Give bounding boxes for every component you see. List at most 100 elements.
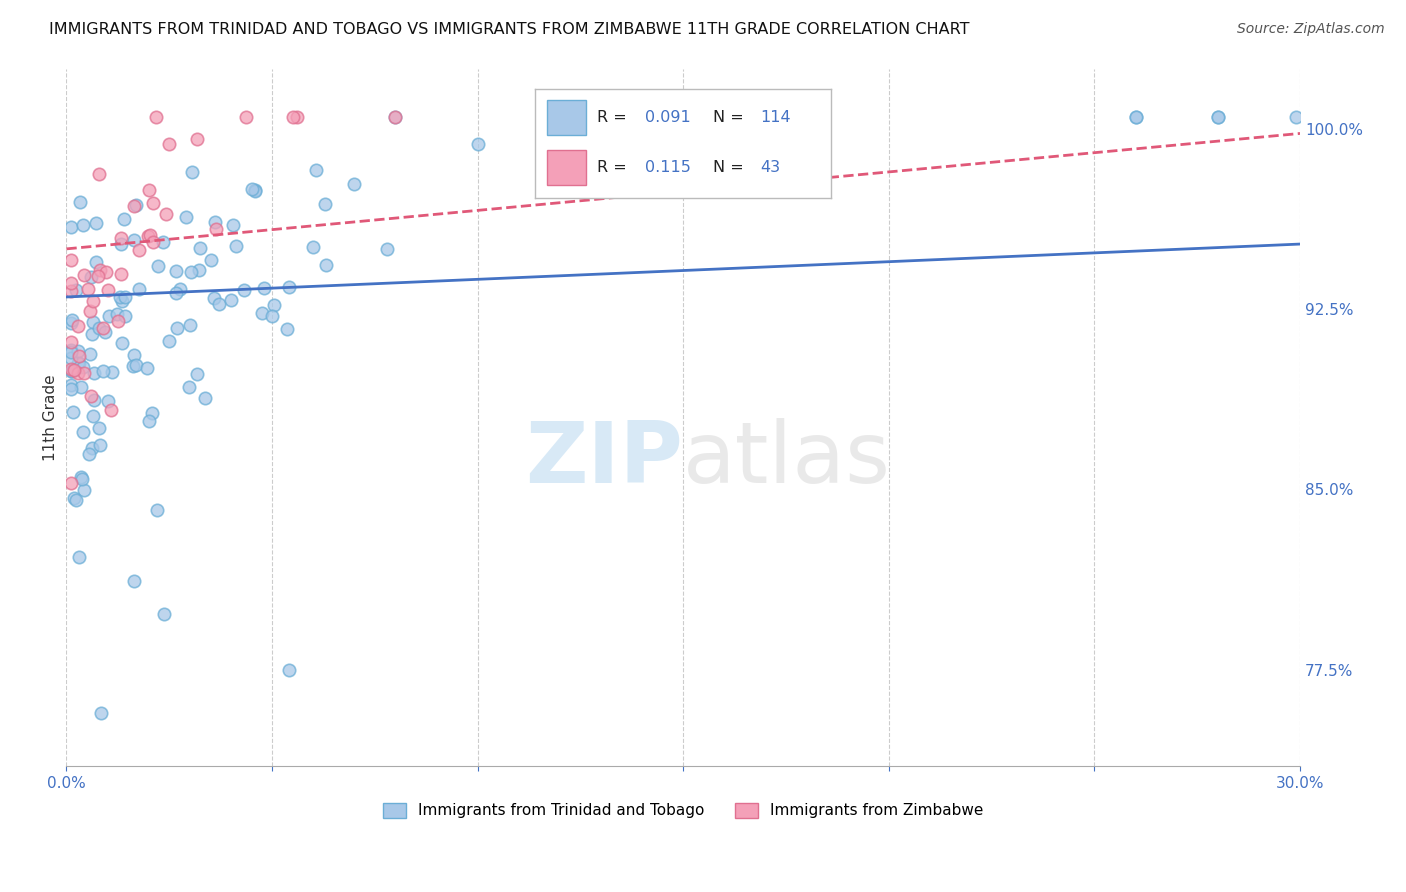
Point xyxy=(84,216,107,230)
Point xyxy=(63,491,86,505)
Point xyxy=(157,334,180,349)
Point xyxy=(253,281,276,295)
Point xyxy=(63,362,86,376)
Legend: Immigrants from Trinidad and Tobago, Immigrants from Zimbabwe: Immigrants from Trinidad and Tobago, Imm… xyxy=(377,797,990,824)
Point xyxy=(66,356,89,370)
Point xyxy=(225,239,247,253)
Point xyxy=(142,196,165,211)
Text: Source: ZipAtlas.com: Source: ZipAtlas.com xyxy=(1237,22,1385,37)
Point xyxy=(72,366,94,380)
Point xyxy=(67,356,90,370)
Point xyxy=(59,253,82,268)
Point xyxy=(145,110,167,124)
Point xyxy=(59,317,82,331)
Point xyxy=(114,290,136,304)
Point xyxy=(108,290,131,304)
Point xyxy=(98,309,121,323)
Point xyxy=(70,469,93,483)
Point xyxy=(548,110,571,124)
Point xyxy=(281,110,304,124)
Point xyxy=(243,183,266,197)
Point xyxy=(187,263,209,277)
Point xyxy=(200,252,222,267)
Point xyxy=(153,607,176,622)
Point xyxy=(548,110,571,124)
Point xyxy=(83,367,105,381)
Point xyxy=(124,348,146,362)
Point xyxy=(152,235,174,249)
Point xyxy=(180,164,202,178)
Point xyxy=(235,110,257,124)
Point xyxy=(315,258,337,272)
Point xyxy=(375,243,398,257)
Point xyxy=(82,409,104,424)
Point xyxy=(67,366,90,380)
Point xyxy=(278,279,301,293)
Point xyxy=(89,437,111,451)
Text: ZIP: ZIP xyxy=(526,417,683,500)
Point xyxy=(142,235,165,249)
Point xyxy=(60,364,83,378)
Point xyxy=(80,389,103,403)
Point xyxy=(89,167,111,181)
Point xyxy=(276,321,298,335)
Point xyxy=(146,259,169,273)
Point xyxy=(305,163,328,178)
Point xyxy=(107,313,129,327)
Point xyxy=(59,475,82,490)
Point xyxy=(80,326,103,341)
Point xyxy=(122,233,145,247)
Point xyxy=(59,344,82,359)
Point xyxy=(263,298,285,312)
Point xyxy=(59,377,82,392)
Point xyxy=(66,344,89,359)
Point xyxy=(343,177,366,191)
Point xyxy=(87,420,110,434)
Point xyxy=(112,212,135,227)
Point xyxy=(135,361,157,376)
Point xyxy=(125,198,148,212)
Point xyxy=(122,199,145,213)
Point xyxy=(89,262,111,277)
Point xyxy=(205,222,228,236)
Point xyxy=(82,293,104,308)
Point xyxy=(59,220,82,235)
Point xyxy=(111,335,134,350)
Point xyxy=(384,110,406,124)
Point xyxy=(139,228,162,243)
Point xyxy=(62,405,84,419)
Point xyxy=(194,391,217,405)
Point xyxy=(177,380,200,394)
Point xyxy=(166,321,188,335)
Point xyxy=(180,265,202,279)
Point xyxy=(70,473,93,487)
Point xyxy=(110,237,132,252)
Point xyxy=(73,268,96,283)
Point xyxy=(96,265,118,279)
Point xyxy=(67,349,90,363)
Point xyxy=(384,110,406,124)
Point xyxy=(65,492,87,507)
Point xyxy=(233,283,256,297)
Point xyxy=(219,293,242,307)
Point xyxy=(67,318,90,333)
Point xyxy=(114,309,136,323)
Point xyxy=(1206,110,1229,124)
Point xyxy=(110,230,132,244)
Point xyxy=(155,207,177,221)
Point xyxy=(125,358,148,372)
Point xyxy=(65,283,87,297)
Point xyxy=(122,359,145,373)
Point xyxy=(285,110,308,124)
Point xyxy=(73,483,96,497)
Point xyxy=(60,277,83,291)
Point xyxy=(70,380,93,394)
Point xyxy=(90,706,112,720)
Point xyxy=(204,215,226,229)
Point xyxy=(84,255,107,269)
Point xyxy=(59,364,82,378)
Point xyxy=(87,269,110,284)
Text: IMMIGRANTS FROM TRINIDAD AND TOBAGO VS IMMIGRANTS FROM ZIMBABWE 11TH GRADE CORRE: IMMIGRANTS FROM TRINIDAD AND TOBAGO VS I… xyxy=(49,22,970,37)
Point xyxy=(245,185,267,199)
Point xyxy=(67,549,90,564)
